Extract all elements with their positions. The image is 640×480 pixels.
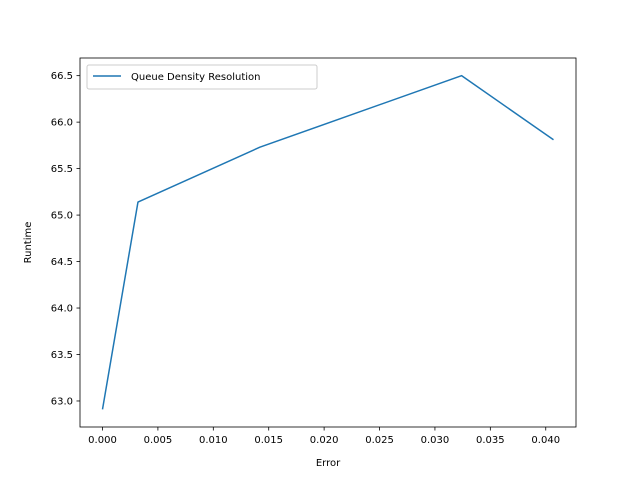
legend-box (86, 64, 318, 90)
x-tick-label: 0.040 (531, 435, 560, 446)
x-tick-label: 0.000 (88, 435, 117, 446)
x-tick-label: 0.025 (365, 435, 394, 446)
y-tick-label: 63.0 (51, 396, 73, 407)
x-axis-label: Error (316, 458, 341, 469)
plot-frame (79, 57, 577, 428)
x-axis-ticks: 0.000 0.005 0.010 0.015 0.020 0.025 0.030 0.035… (88, 427, 560, 446)
y-tick-label: 65.0 (51, 211, 73, 222)
legend-label: Queue Density Resolution (131, 72, 260, 83)
x-tick-label: 0.030 (421, 435, 450, 446)
x-tick-label: 0.015 (254, 435, 283, 446)
plot-area (80, 58, 576, 427)
y-axis-ticks: 63.0 63.5 64.0 64.5 65.0 65.5 66.0 66.5 (51, 71, 80, 407)
y-tick-label: 64.0 (51, 304, 73, 315)
y-tick-label: 66.5 (51, 71, 73, 82)
x-tick-label: 0.010 (199, 435, 228, 446)
series-line-queue-density-resolution (101, 74, 554, 410)
y-tick-label: 64.5 (51, 257, 73, 268)
y-tick-label: 65.5 (51, 164, 73, 175)
legend: Queue Density Resolution (86, 64, 318, 90)
x-tick-label: 0.020 (310, 435, 339, 446)
y-tick-label: 66.0 (51, 118, 73, 129)
y-axis-label: Runtime (23, 222, 34, 264)
y-tick-label: 63.5 (51, 350, 73, 361)
x-tick-label: 0.035 (476, 435, 505, 446)
x-tick-label: 0.005 (144, 435, 173, 446)
